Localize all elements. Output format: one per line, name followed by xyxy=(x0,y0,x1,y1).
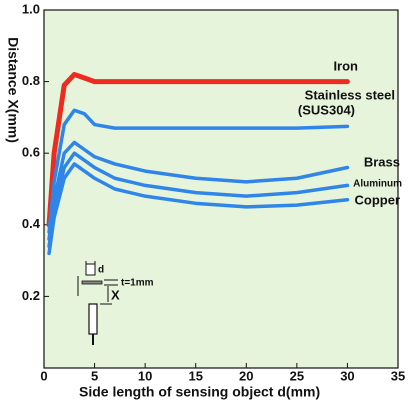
series-line xyxy=(47,162,350,256)
y-tick-label: 0.2 xyxy=(22,288,40,303)
x-tick-label: 15 xyxy=(188,368,202,383)
plot-background xyxy=(43,9,399,369)
series-label: Copper xyxy=(355,192,401,207)
x-tick-label: 10 xyxy=(138,368,152,383)
y-tick-label: 0.8 xyxy=(22,73,40,88)
y-tick-label: 0.4 xyxy=(22,216,41,231)
inset-diagram: d t=1mm X xyxy=(77,261,154,345)
inset-label: d xyxy=(98,265,104,276)
x-tick-label: 30 xyxy=(340,368,354,383)
x-tick-label: 20 xyxy=(239,368,253,383)
x-tick-label: 25 xyxy=(290,368,304,383)
x-tick-label: 0 xyxy=(40,368,47,383)
target-object xyxy=(85,263,96,276)
series-label: Iron xyxy=(333,58,358,73)
inset-label: t=1mm xyxy=(121,278,154,289)
y-tick-label: 1.0 xyxy=(22,1,40,16)
sensor xyxy=(88,303,98,335)
inset-label: X xyxy=(111,287,120,302)
x-tick-label: 5 xyxy=(91,368,98,383)
series-line xyxy=(47,151,350,249)
series-line xyxy=(47,108,350,234)
x-axis-title: Side length of sensing object d(mm) xyxy=(79,384,320,400)
x-tick-label: 35 xyxy=(391,368,405,383)
series-label: (SUS304) xyxy=(298,102,355,117)
plot-area xyxy=(43,9,399,369)
series-line xyxy=(46,71,350,228)
target-plate xyxy=(81,280,103,285)
series-label: Brass xyxy=(364,154,400,169)
series-line xyxy=(47,140,350,241)
series-label: Aluminum xyxy=(353,179,402,190)
series-label: Stainless steel xyxy=(305,87,395,102)
y-tick-label: 0.6 xyxy=(22,145,40,160)
y-axis-title: Distance X(mm) xyxy=(5,37,21,143)
